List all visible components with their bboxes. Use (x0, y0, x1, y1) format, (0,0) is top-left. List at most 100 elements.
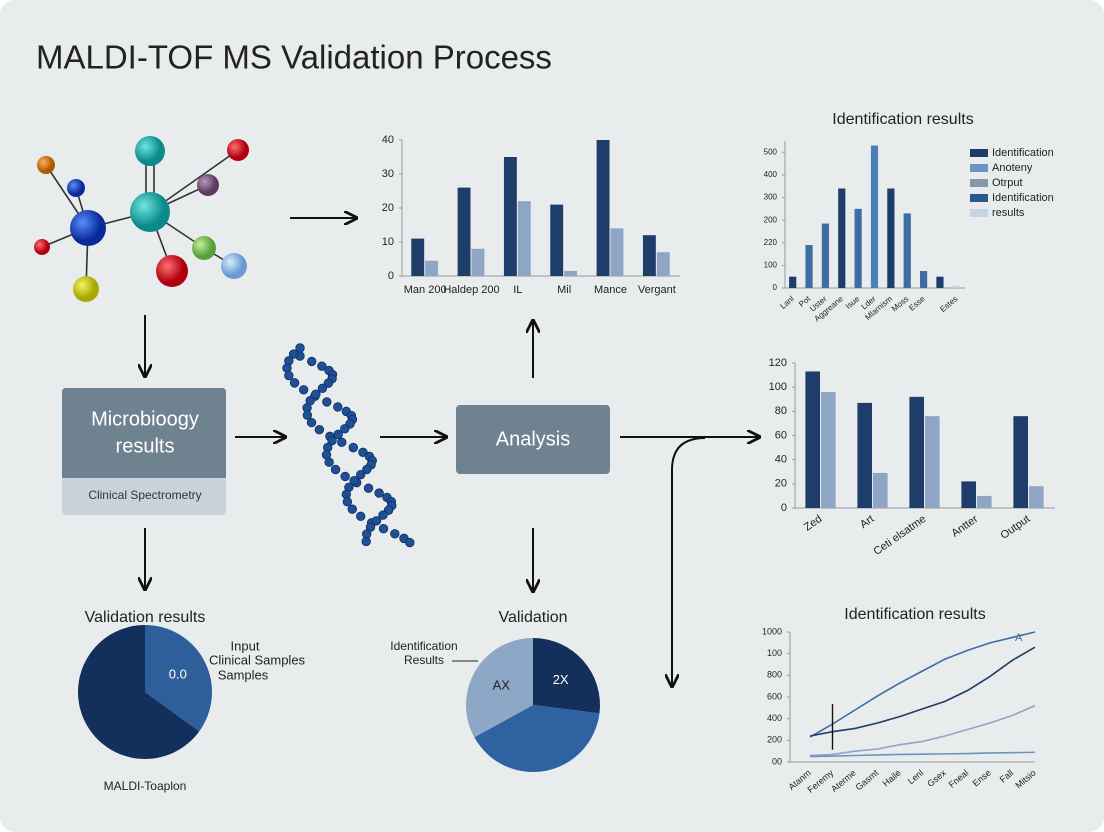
legend-label: results (992, 207, 1025, 219)
bead (371, 516, 382, 526)
bar (610, 228, 624, 276)
y-tick-label: 100 (769, 381, 787, 393)
bar (656, 252, 670, 276)
y-tick-label: 300 (764, 193, 778, 202)
annotation: Clinical Samples (209, 652, 306, 667)
bead (314, 425, 325, 435)
bead (324, 457, 334, 467)
legend-label: Identification (992, 192, 1054, 204)
pie-slice (474, 705, 600, 772)
bar (909, 396, 924, 508)
bar (952, 285, 960, 288)
legend-swatch (970, 164, 988, 172)
bead (288, 349, 299, 359)
legend-label: Otrput (992, 177, 1023, 189)
slice-label: 2X (553, 672, 569, 687)
legend-swatch (970, 194, 988, 202)
y-tick-label: 600 (767, 691, 782, 701)
bar (789, 276, 797, 288)
bead (284, 370, 294, 381)
pie-slice (533, 638, 600, 714)
bead (349, 475, 359, 486)
box-label: results (116, 435, 175, 457)
bead (378, 510, 388, 520)
bead (342, 497, 353, 507)
bead (289, 378, 300, 388)
bead (361, 536, 371, 547)
bead (348, 442, 359, 453)
y-tick-label: 30 (382, 168, 394, 180)
pie-slice (145, 625, 212, 732)
annotation: Identification (390, 639, 457, 653)
bar (920, 271, 928, 288)
bead (333, 429, 343, 440)
bead (378, 523, 389, 534)
molecule (34, 136, 249, 302)
y-tick-label: 0 (388, 270, 394, 282)
page-title: MALDI-TOF MS Validation Process (36, 39, 552, 76)
bead (323, 378, 334, 388)
bar (903, 213, 911, 288)
bar (821, 392, 836, 508)
legend-swatch (970, 179, 988, 187)
bead (355, 469, 366, 480)
y-tick-label: 20 (775, 478, 787, 490)
bead (347, 504, 357, 514)
annotation: Results (404, 653, 444, 667)
y-tick-label: 500 (764, 147, 778, 156)
x-tick-label: Haldep 200 (443, 284, 499, 296)
dna-strand (282, 343, 415, 548)
pie-slice (466, 637, 533, 738)
bead (330, 464, 341, 475)
bead (317, 361, 327, 371)
bead (340, 424, 350, 434)
chart-title: Validation (498, 609, 567, 626)
bar (854, 208, 862, 288)
slice-label: AX (493, 678, 511, 693)
y-tick-label: 100 (764, 260, 778, 269)
line-series (809, 631, 1036, 738)
bar (887, 188, 895, 288)
bead (390, 529, 400, 539)
bead (333, 402, 343, 412)
y-tick-label: 800 (767, 670, 782, 680)
y-tick-label: 00 (772, 756, 782, 766)
y-tick-label: 200 (764, 215, 778, 224)
annotation: A (1015, 632, 1023, 644)
bar (936, 276, 944, 288)
bead (327, 435, 337, 446)
y-tick-label: 40 (382, 134, 394, 146)
chart-title: Identification results (844, 606, 985, 623)
bead (363, 483, 374, 493)
annotation: Input (231, 638, 260, 653)
line-series (809, 704, 1036, 757)
legend-swatch (970, 209, 988, 217)
bead (337, 437, 347, 448)
bead (317, 383, 328, 394)
bar (977, 495, 992, 508)
process-box: Analysis (456, 405, 610, 474)
x-tick-label: Mil (557, 284, 571, 296)
bead (358, 447, 368, 457)
bar (821, 223, 829, 288)
bar (517, 201, 531, 276)
bar (873, 472, 888, 508)
bar (411, 238, 425, 276)
bar (857, 402, 872, 508)
bead (307, 356, 317, 367)
box-sublabel: Clinical Spectrometry (88, 488, 201, 502)
bar (471, 248, 485, 276)
bar (961, 481, 976, 508)
bar (425, 260, 439, 276)
bar (596, 140, 610, 276)
bar (870, 145, 879, 288)
y-tick-label: 1000 (762, 626, 782, 636)
y-tick-label: 120 (769, 357, 787, 369)
y-tick-label: 40 (775, 454, 787, 466)
bar (838, 188, 846, 288)
box-label: Analysis (496, 428, 570, 450)
legend-label: Anoteny (992, 162, 1033, 174)
bar (564, 270, 578, 276)
bar (550, 204, 564, 276)
